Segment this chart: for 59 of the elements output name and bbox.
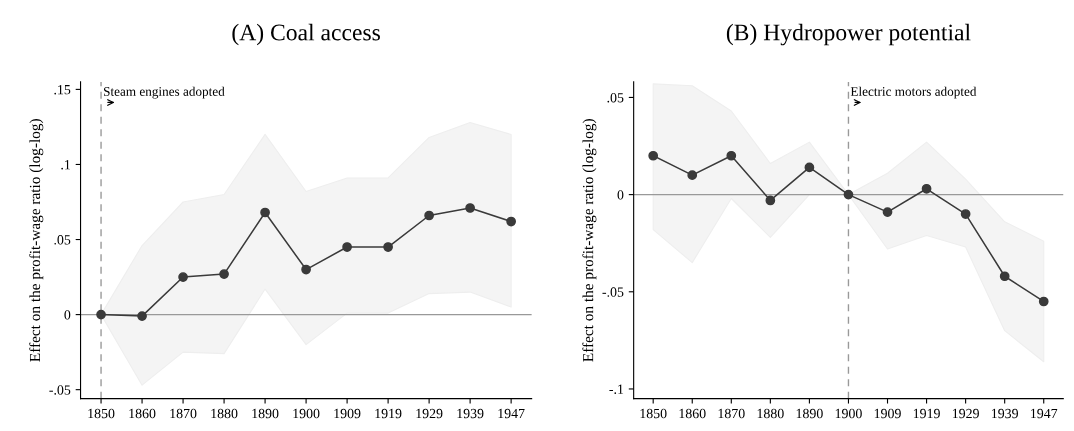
x-tick-label: 1947 (1031, 408, 1058, 419)
y-axis-title: Effect on the profit-wage ratio (log-log) (29, 119, 44, 362)
point (301, 264, 311, 275)
x-tick-label: 1860 (679, 408, 706, 419)
point (465, 203, 475, 213)
point (765, 195, 776, 206)
x-tick-label: 1919 (375, 408, 402, 419)
point (96, 309, 106, 320)
point (726, 150, 737, 161)
y-tick-label: 0 (617, 190, 624, 200)
x-tick-label: 1947 (498, 408, 525, 419)
x-tick-label: 1929 (952, 408, 979, 419)
x-tick-label: 1900 (293, 408, 320, 419)
point (804, 162, 815, 173)
point (342, 242, 352, 252)
point (1038, 296, 1049, 307)
x-tick-label: 1890 (796, 408, 823, 419)
point (921, 183, 932, 194)
point (506, 216, 516, 227)
point (843, 189, 854, 200)
ref-line-label: Electric motors adopted (850, 86, 977, 99)
point (178, 272, 188, 282)
y-tick-label: .05 (54, 235, 71, 245)
point (960, 209, 971, 219)
point (383, 242, 393, 252)
x-tick-label: 1900 (835, 408, 862, 419)
x-tick-label: 1850 (88, 408, 115, 419)
y-axis-title: Effect on the profit-wage ratio (log-log) (582, 119, 597, 362)
point (999, 271, 1010, 282)
x-tick-label: 1890 (252, 408, 279, 419)
x-tick-label: 1870 (170, 408, 197, 419)
x-tick-label: 1919 (913, 408, 940, 419)
point (219, 269, 229, 279)
y-tick-label: .15 (54, 85, 71, 95)
y-tick-label: -.05 (602, 287, 624, 297)
point (882, 207, 893, 217)
point (424, 210, 434, 221)
point (137, 311, 147, 321)
y-tick-label: .1 (61, 160, 70, 170)
x-tick-label: 1929 (416, 408, 443, 419)
chart-title: (A) Coal access (232, 23, 380, 46)
y-tick-label: .05 (607, 93, 624, 103)
x-tick-label: 1909 (874, 408, 901, 419)
y-tick-label: 0 (64, 310, 71, 320)
x-tick-label: 1939 (992, 408, 1018, 419)
point (687, 170, 698, 181)
x-tick-label: 1850 (640, 408, 667, 419)
x-tick-label: 1870 (718, 408, 745, 419)
y-tick-label: -.1 (609, 384, 624, 394)
x-tick-label: 1909 (334, 408, 361, 419)
x-tick-label: 1880 (757, 408, 784, 419)
y-tick-label: -.05 (49, 385, 71, 395)
chart-title: (B) Hydropower potential (726, 23, 971, 46)
x-tick-label: 1860 (129, 408, 156, 419)
x-tick-label: 1939 (457, 408, 484, 419)
point (648, 150, 659, 161)
point (260, 207, 270, 218)
x-tick-label: 1880 (211, 408, 238, 419)
ref-line-label: Steam engines adopted (103, 86, 225, 99)
